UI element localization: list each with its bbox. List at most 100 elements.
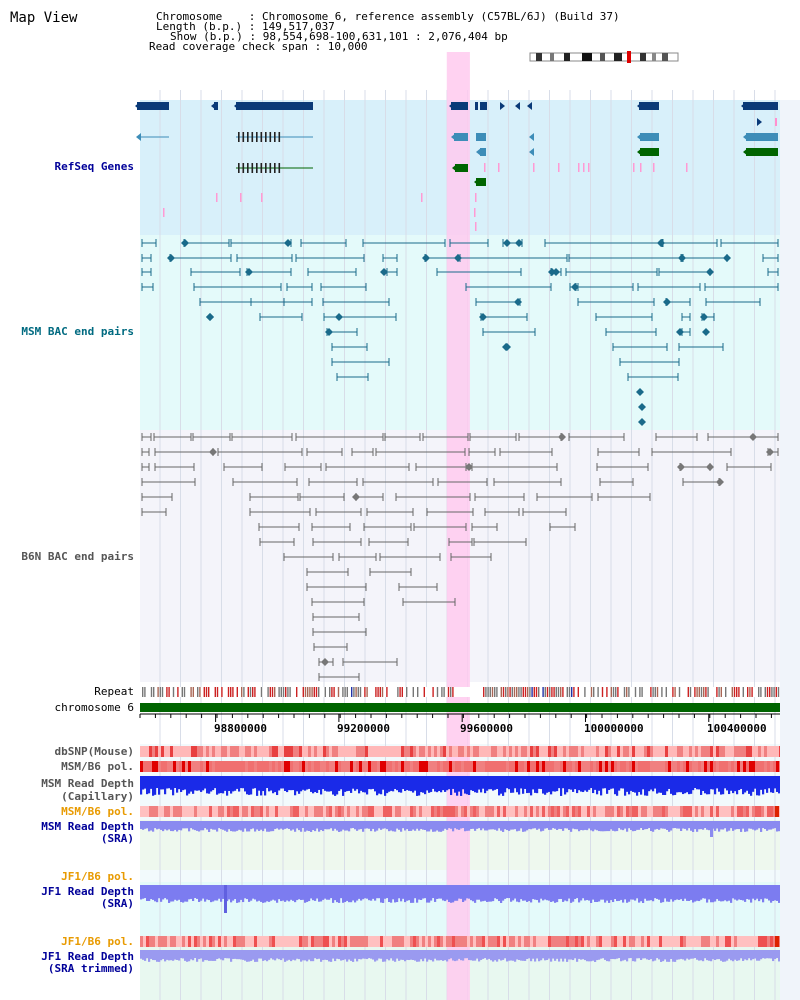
track-label-jf1-depth-sra[interactable]: JF1 Read Depth: [41, 885, 134, 898]
track-label-jf1-b6-pol-2[interactable]: JF1/B6 pol.: [61, 935, 134, 948]
jf1-trim-depth-bar: [442, 950, 445, 961]
jf1-sra-depth-bar: [518, 885, 521, 903]
jf1-trim-depth-bar: [184, 950, 187, 961]
jf1-trim-depth-bar: [164, 950, 167, 962]
msm-b6-pol-cell: [707, 806, 711, 817]
dbsnp-cell: [701, 746, 705, 757]
gene-arrow: [474, 178, 479, 186]
msm-sra-depth-bar: [218, 821, 221, 829]
msm-capillary-depth-bar: [476, 776, 479, 793]
jf1-sra-depth-bar: [530, 885, 533, 903]
dbsnp-cell: [581, 746, 585, 757]
jf1-sra-depth-bar: [152, 885, 155, 900]
jf1-b6-pol-cell: [167, 936, 171, 947]
msm-capillary-depth-bar: [446, 776, 449, 791]
msm-sra-depth-bar: [540, 821, 543, 832]
jf1-b6-pol-cell: [746, 936, 750, 947]
msm-b6-pol-cell: [173, 806, 177, 817]
dbsnp-cell: [737, 746, 741, 757]
msm-b6-pol-cell: [725, 806, 729, 817]
msm-b6-pol-cell: [775, 806, 779, 817]
msm-b6-pol-cell: [638, 761, 642, 772]
msm-b6-pol-cell: [461, 806, 465, 817]
msm-capillary-depth-bar: [264, 776, 267, 796]
msm-capillary-depth-bar: [736, 776, 739, 795]
gene-exon: [278, 163, 281, 173]
msm-sra-depth-bar: [574, 821, 577, 830]
dbsnp-cell: [170, 746, 174, 757]
gene-block: [480, 148, 486, 156]
msm-capillary-depth-bar: [756, 776, 759, 796]
jf1-sra-depth-bar: [278, 885, 281, 900]
msm-sra-depth-bar: [322, 821, 325, 832]
msm-b6-pol-cell: [530, 761, 534, 772]
jf1-sra-depth-bar: [540, 885, 543, 899]
jf1-b6-pol-cell: [737, 936, 741, 947]
msm-b6-pol-cell: [752, 806, 756, 817]
msm-capillary-depth-bar: [216, 776, 219, 795]
dbsnp-cell: [362, 746, 366, 757]
track-label-msm-depth-cap[interactable]: MSM Read Depth: [41, 777, 134, 790]
repeat-element: [553, 687, 555, 697]
track-label-msm-depth-sra[interactable]: MSM Read Depth: [41, 820, 134, 833]
jf1-b6-pol-cell: [152, 936, 156, 947]
jf1-b6-pol-cell: [506, 936, 510, 947]
jf1-trim-depth-bar: [298, 950, 301, 960]
msm-b6-pol-cell: [245, 761, 249, 772]
msm-b6-pol-cell: [620, 761, 624, 772]
dbsnp-cell: [521, 746, 525, 757]
track-label-msm-bac[interactable]: MSM BAC end pairs: [21, 325, 134, 338]
msm-b6-pol-cell: [761, 761, 765, 772]
msm-sra-depth-bar: [314, 821, 317, 832]
track-label-refseq[interactable]: RefSeq Genes: [54, 160, 134, 173]
msm-capillary-depth-bar: [382, 776, 385, 790]
chromosome-info: Chromosome : Chromosome 6, reference ass…: [156, 10, 620, 23]
track-label-jf1-b6-pol-1[interactable]: JF1/B6 pol.: [61, 870, 134, 883]
dbsnp-cell: [242, 746, 246, 757]
jf1-b6-pol-cell: [650, 936, 654, 947]
track-label-msm-b6-pol-1[interactable]: MSM/B6 pol.: [61, 760, 134, 773]
msm-capillary-depth-bar: [296, 776, 299, 792]
jf1-sra-depth-bar: [330, 885, 333, 899]
gene-exon: [247, 132, 249, 142]
bac-end-marker: [749, 433, 757, 441]
jf1-sra-depth-bar: [350, 885, 353, 903]
track-label-jf1-depth-trim[interactable]: JF1 Read Depth: [41, 950, 134, 963]
track-label-msm-b6-pol-2[interactable]: MSM/B6 pol.: [61, 805, 134, 818]
msm-b6-pol-cell: [296, 806, 300, 817]
msm-b6-pol-cell: [452, 806, 456, 817]
msm-b6-pol-cell: [665, 761, 669, 772]
track-label-b6n-bac[interactable]: B6N BAC end pairs: [21, 550, 134, 563]
jf1-trim-depth-bar: [686, 950, 689, 959]
jf1-trim-depth-bar: [234, 950, 237, 959]
msm-b6-pol-cell: [446, 761, 450, 772]
jf1-sra-depth-bar: [546, 885, 549, 901]
msm-b6-pol-cell: [263, 761, 267, 772]
msm-sra-depth-bar: [450, 821, 453, 829]
msm-b6-pol-cell: [701, 806, 705, 817]
dbsnp-cell: [410, 746, 414, 757]
jf1-trim-depth-bar: [312, 950, 315, 962]
msm-sra-depth-bar: [586, 821, 589, 831]
jf1-trim-depth-bar: [232, 950, 235, 959]
msm-capillary-depth-bar: [762, 776, 765, 795]
jf1-b6-pol-cell: [488, 936, 492, 947]
track-label-dbsnp[interactable]: dbSNP(Mouse): [54, 745, 134, 758]
jf1-sra-depth-bar: [354, 885, 357, 903]
dbsnp-cell: [659, 746, 663, 757]
gene-arrow: [515, 102, 520, 110]
msm-sra-depth-bar: [330, 821, 333, 829]
msm-b6-pol-cell: [476, 761, 480, 772]
bac-end-marker: [706, 268, 714, 276]
msm-b6-pol-cell: [563, 806, 567, 817]
dbsnp-cell: [542, 746, 546, 757]
dbsnp-cell: [680, 746, 684, 757]
track-label-msm-depth-sra-sub: (SRA): [100, 832, 134, 845]
jf1-trim-depth-bar: [178, 950, 181, 961]
msm-b6-pol-cell: [716, 806, 720, 817]
dbsnp-cell: [683, 746, 687, 757]
msm-capillary-depth-bar: [578, 776, 581, 791]
jf1-sra-depth-bar: [566, 885, 569, 902]
msm-sra-depth-bar: [702, 821, 705, 830]
